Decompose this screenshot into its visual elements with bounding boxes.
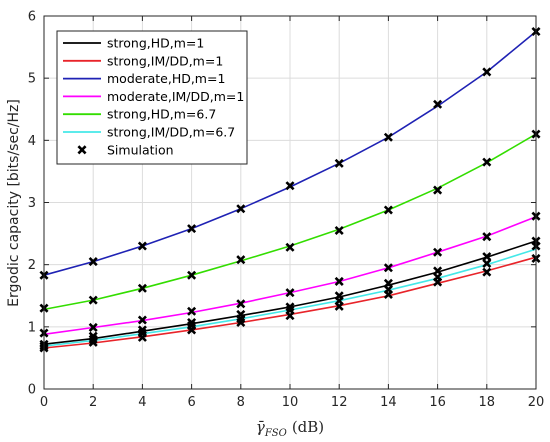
y-axis-title: Ergodic capacity [bits/sec/Hz] — [6, 99, 22, 307]
simulation-marker — [236, 255, 246, 265]
legend-label: strong,IM/DD,m=1 — [107, 53, 223, 68]
x-tick-label: 14 — [380, 395, 397, 410]
x-tick-label: 10 — [282, 395, 299, 410]
legend-label: moderate,HD,m=1 — [107, 71, 225, 86]
simulation-marker — [187, 306, 197, 316]
simulation-marker — [482, 157, 492, 167]
simulation-marker — [482, 67, 492, 77]
simulation-marker — [137, 315, 147, 325]
legend-label: strong,HD,m=6.7 — [107, 107, 216, 122]
y-tick-label: 2 — [28, 258, 36, 273]
simulation-marker — [236, 314, 246, 324]
x-tick-label: 12 — [331, 395, 348, 410]
x-tick-label: 18 — [479, 395, 496, 410]
simulation-marker — [88, 322, 98, 332]
simulation-marker — [334, 276, 344, 286]
legend: strong,HD,m=1 strong,IM/DD,m=1 moderate,HD… — [56, 30, 248, 165]
x-axis-title: γ̄FSO (dB) — [256, 418, 324, 439]
simulation-marker — [433, 99, 443, 109]
y-tick-label: 3 — [28, 196, 36, 211]
simulation-marker — [482, 267, 492, 277]
x-tick-label: 4 — [138, 395, 146, 410]
x-axis-symbol: γ̄ — [256, 418, 265, 436]
simulation-marker — [482, 232, 492, 242]
simulation-marker — [285, 181, 295, 191]
x-tick-label: 16 — [429, 395, 446, 410]
simulation-marker — [482, 258, 492, 268]
y-tick-label: 0 — [28, 383, 36, 398]
x-tick-label: 0 — [40, 395, 48, 410]
simulation-marker — [383, 205, 393, 215]
simulation-marker — [137, 328, 147, 338]
simulation-marker — [433, 185, 443, 195]
simulation-marker — [285, 242, 295, 252]
legend-marker-simulation — [77, 145, 87, 155]
simulation-marker — [334, 225, 344, 235]
x-tick-label: 2 — [89, 395, 97, 410]
simulation-marker — [187, 321, 197, 331]
legend-label: strong,HD,m=1 — [107, 36, 204, 51]
simulation-marker — [433, 247, 443, 257]
simulation-marker — [334, 158, 344, 168]
simulation-marker — [187, 224, 197, 234]
y-tick-label: 1 — [28, 320, 36, 335]
legend-label: Simulation — [107, 142, 174, 157]
simulation-marker — [236, 299, 246, 309]
simulation-marker — [137, 283, 147, 293]
x-axis-subscript: FSO — [264, 428, 287, 439]
simulation-marker — [383, 132, 393, 142]
legend-box — [56, 30, 248, 165]
simulation-marker — [334, 296, 344, 306]
simulation-marker — [137, 241, 147, 251]
y-tick-label: 6 — [28, 10, 36, 25]
simulation-marker — [88, 334, 98, 344]
x-tick-label: 6 — [187, 395, 195, 410]
simulation-marker — [383, 285, 393, 295]
simulation-marker — [482, 252, 492, 262]
simulation-marker — [236, 204, 246, 214]
y-tick-label: 5 — [28, 72, 36, 87]
simulation-marker — [88, 295, 98, 305]
simulation-marker — [285, 305, 295, 315]
x-tick-label: 20 — [528, 395, 545, 410]
simulation-marker — [88, 257, 98, 267]
legend-label: moderate,IM/DD,m=1 — [107, 89, 244, 104]
x-axis-unit: (dB) — [292, 418, 324, 436]
legend-label: strong,IM/DD,m=6.7 — [107, 125, 235, 140]
simulation-marker — [383, 263, 393, 273]
y-tick-label: 4 — [28, 134, 36, 149]
x-tick-label: 8 — [237, 395, 245, 410]
simulation-marker — [433, 272, 443, 282]
simulation-marker — [187, 270, 197, 280]
simulation-marker — [285, 288, 295, 298]
